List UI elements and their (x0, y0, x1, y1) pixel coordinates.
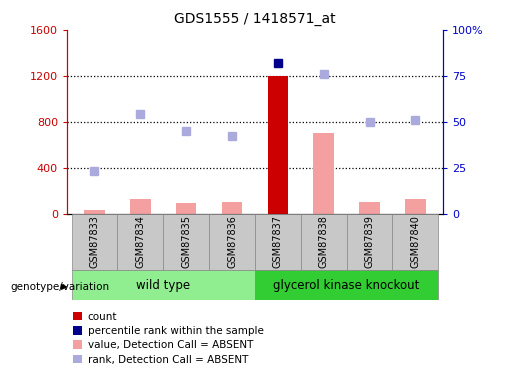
Bar (84, 210, 105, 214)
FancyBboxPatch shape (72, 214, 117, 270)
Bar (73, 340, 82, 349)
FancyBboxPatch shape (301, 214, 347, 270)
Text: GSM87838: GSM87838 (319, 215, 329, 268)
Title: GDS1555 / 1418571_at: GDS1555 / 1418571_at (174, 12, 336, 26)
FancyBboxPatch shape (255, 270, 438, 300)
Text: GSM87833: GSM87833 (90, 215, 99, 268)
Bar (267, 76, 288, 214)
Text: GSM87837: GSM87837 (273, 215, 283, 268)
FancyBboxPatch shape (163, 214, 209, 270)
Text: value, Detection Call = ABSENT: value, Detection Call = ABSENT (88, 340, 253, 350)
Text: genotype/variation: genotype/variation (10, 282, 109, 292)
FancyBboxPatch shape (347, 214, 392, 270)
FancyBboxPatch shape (255, 214, 301, 270)
Text: GSM87834: GSM87834 (135, 215, 145, 268)
FancyBboxPatch shape (117, 214, 163, 270)
Bar (73, 326, 82, 334)
Text: GSM87840: GSM87840 (410, 215, 420, 268)
Text: GSM87835: GSM87835 (181, 215, 191, 268)
Bar (130, 199, 150, 214)
Bar (359, 202, 380, 214)
Bar (221, 202, 243, 214)
Text: rank, Detection Call = ABSENT: rank, Detection Call = ABSENT (88, 355, 248, 364)
Bar (405, 199, 426, 214)
FancyBboxPatch shape (72, 270, 255, 300)
Bar (314, 134, 334, 214)
Text: GSM87839: GSM87839 (365, 215, 374, 268)
Text: percentile rank within the sample: percentile rank within the sample (88, 326, 264, 336)
Text: glycerol kinase knockout: glycerol kinase knockout (273, 279, 420, 291)
Text: count: count (88, 312, 117, 322)
FancyBboxPatch shape (209, 214, 255, 270)
FancyBboxPatch shape (392, 214, 438, 270)
Bar (176, 203, 196, 214)
Bar (73, 312, 82, 320)
Text: GSM87836: GSM87836 (227, 215, 237, 268)
Bar (73, 355, 82, 363)
Text: wild type: wild type (136, 279, 190, 291)
